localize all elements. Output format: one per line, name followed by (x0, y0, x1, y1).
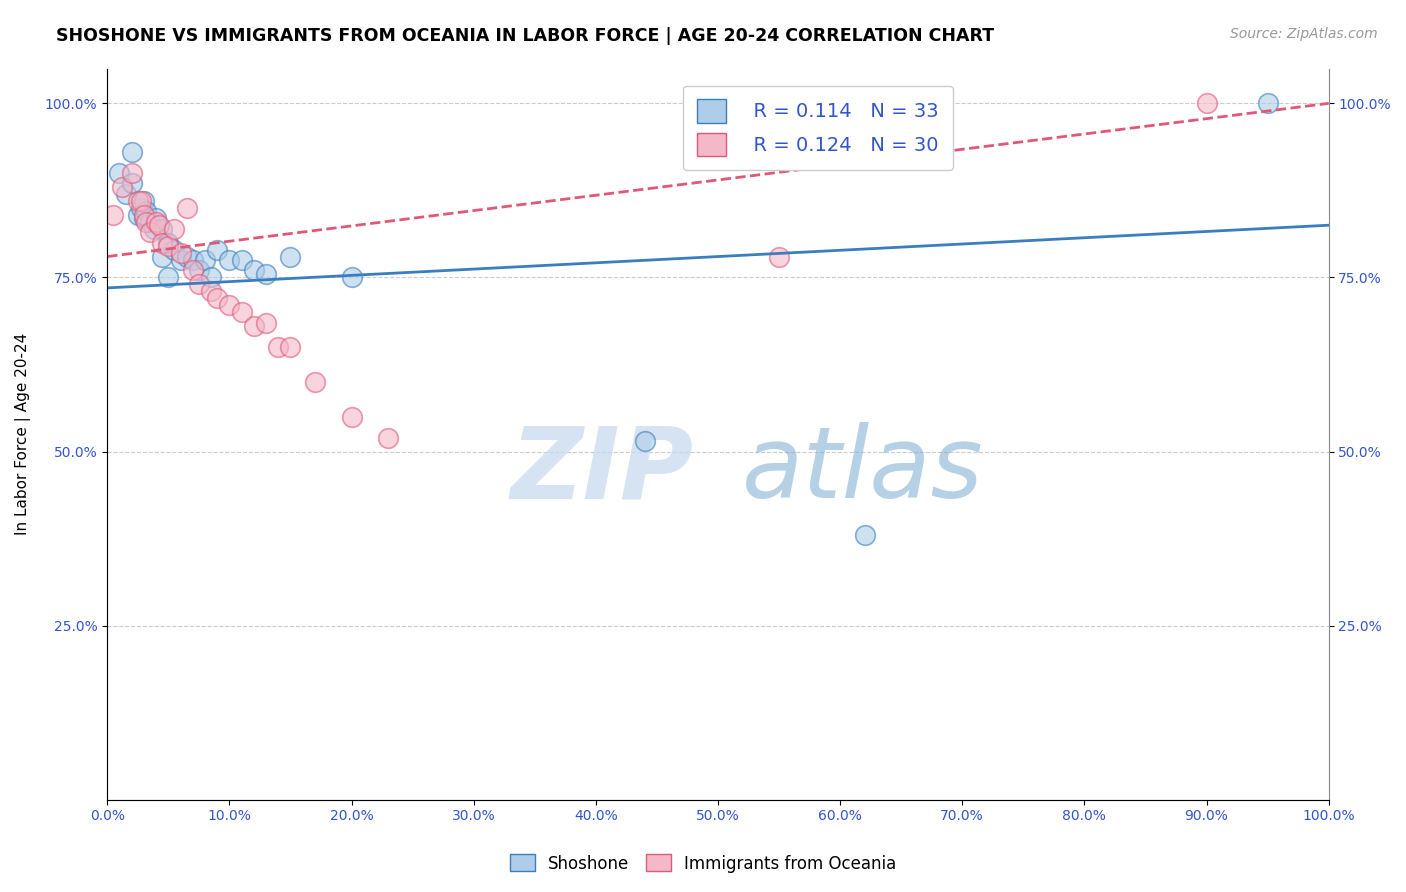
Point (200, 270, 222, 285)
Point (231, 253, 253, 268)
Point (181, 253, 204, 268)
Point (340, 270, 363, 285)
Point (121, 145, 143, 160)
Text: atlas: atlas (742, 422, 984, 519)
Point (169, 253, 191, 268)
Point (150, 250, 173, 264)
Y-axis label: In Labor Force | Age 20-24: In Labor Force | Age 20-24 (15, 333, 31, 535)
Point (139, 215, 162, 229)
Point (280, 340, 302, 354)
Point (127, 194, 149, 208)
Point (163, 243, 186, 257)
Point (132, 211, 155, 226)
Text: ZIP: ZIP (510, 422, 693, 519)
Point (218, 253, 240, 268)
Point (145, 211, 167, 226)
Text: Source: ZipAtlas.com: Source: ZipAtlas.com (1230, 27, 1378, 41)
Point (181, 263, 204, 277)
Point (187, 277, 209, 292)
Point (254, 316, 277, 330)
Point (194, 253, 217, 268)
Point (634, 434, 657, 449)
Point (280, 250, 302, 264)
Point (200, 285, 222, 299)
Point (142, 221, 165, 235)
Point (121, 166, 143, 180)
Point (187, 263, 209, 277)
Point (150, 221, 173, 235)
Point (157, 235, 180, 250)
Point (132, 194, 155, 208)
Point (145, 215, 167, 229)
Point (148, 218, 170, 232)
Legend: Shoshone, Immigrants from Oceania: Shoshone, Immigrants from Oceania (503, 847, 903, 880)
Point (340, 409, 363, 424)
Point (127, 208, 149, 222)
Point (176, 250, 198, 264)
Point (121, 177, 143, 191)
Point (243, 263, 266, 277)
Point (157, 239, 180, 253)
Point (111, 180, 134, 194)
Point (1257, 96, 1279, 111)
Point (768, 250, 790, 264)
Point (135, 204, 157, 219)
Point (131, 201, 153, 215)
Point (231, 305, 253, 319)
Point (103, 208, 125, 222)
Point (114, 186, 136, 201)
Point (131, 194, 153, 208)
Point (205, 243, 228, 257)
Point (1195, 96, 1218, 111)
Legend:   R = 0.114   N = 33,   R = 0.124   N = 30: R = 0.114 N = 33, R = 0.124 N = 30 (683, 86, 952, 170)
Point (377, 431, 399, 445)
Point (853, 528, 876, 542)
Point (132, 208, 155, 222)
Point (163, 221, 186, 235)
Point (267, 340, 290, 354)
Point (243, 319, 266, 334)
Point (169, 246, 191, 260)
Point (205, 291, 228, 305)
Point (254, 267, 277, 281)
Point (150, 235, 173, 250)
Point (139, 225, 162, 239)
Point (176, 201, 198, 215)
Point (135, 215, 157, 229)
Point (218, 298, 240, 312)
Point (304, 375, 326, 389)
Text: SHOSHONE VS IMMIGRANTS FROM OCEANIA IN LABOR FORCE | AGE 20-24 CORRELATION CHART: SHOSHONE VS IMMIGRANTS FROM OCEANIA IN L… (56, 27, 994, 45)
Point (108, 166, 131, 180)
Point (157, 270, 180, 285)
